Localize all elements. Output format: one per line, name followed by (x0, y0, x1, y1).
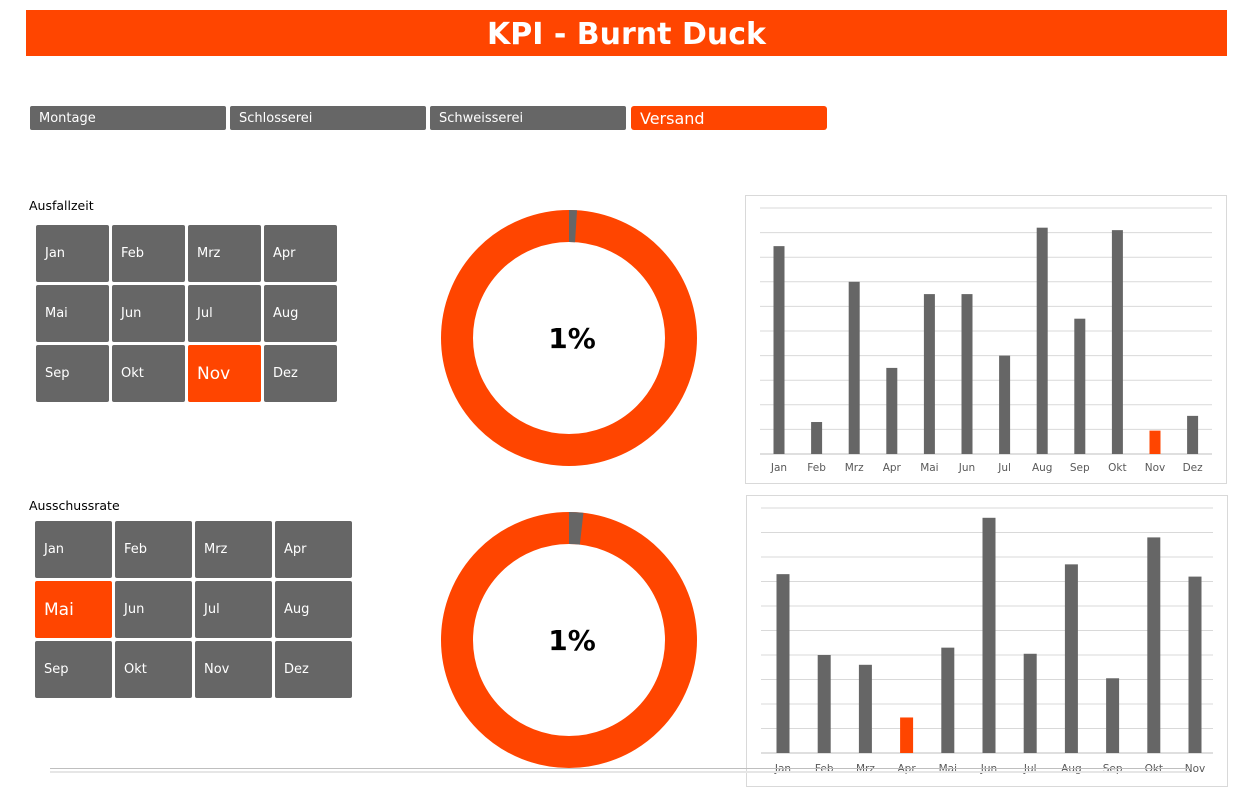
month-tile-mai[interactable]: Mai (36, 285, 109, 342)
sheet-scroll-edge (50, 771, 1190, 773)
x-tick-label-jun: Jun (958, 462, 975, 474)
bar-chart-panel-ausschussrate: Jan Feb Mrz Apr Mai Jun Jul Aug Sep Okt Nov (746, 495, 1228, 787)
month-tile-sep[interactable]: Sep (36, 345, 109, 402)
bar-apr[interactable] (900, 717, 914, 753)
month-tile-apr[interactable]: Apr (275, 521, 352, 578)
sheet-divider (50, 768, 1190, 769)
month-tile-aug[interactable]: Aug (275, 581, 352, 638)
x-tick-label-okt: Okt (1108, 462, 1126, 474)
month-tile-nov[interactable]: Nov (195, 641, 272, 698)
x-tick-label-mai: Mai (939, 763, 957, 775)
donut-value-segment (569, 512, 584, 545)
month-tile-okt[interactable]: Okt (115, 641, 192, 698)
bar-aug[interactable] (1036, 227, 1048, 454)
x-tick-label-feb: Feb (807, 462, 826, 474)
month-tile-feb[interactable]: Feb (115, 521, 192, 578)
bar-mrz[interactable] (848, 281, 860, 454)
bar-chart-ausfallzeit: Jan Feb Mrz Apr Mai Jun Jul Aug Sep Okt Nov Dez (760, 207, 1212, 474)
donut-chart-ausfallzeit: 1% (441, 210, 697, 466)
month-tile-jun[interactable]: Jun (115, 581, 192, 638)
bar-chart-ausschussrate: Jan Feb Mrz Apr Mai Jun Jul Aug Sep Okt Nov (761, 507, 1213, 775)
section-label-ausfallzeit: Ausfallzeit (29, 198, 94, 213)
x-tick-label-jun: Jun (980, 763, 997, 775)
bar-nov[interactable] (1149, 430, 1161, 454)
x-tick-label-nov: Nov (1185, 763, 1206, 775)
bar-jan[interactable] (773, 246, 785, 454)
donut-chart-ausschussrate: 1% (441, 512, 697, 768)
month-tile-jan[interactable]: Jan (36, 225, 109, 282)
x-tick-label-feb: Feb (815, 763, 834, 775)
bar-mrz[interactable] (858, 664, 872, 753)
x-tick-label-dez: Dez (1183, 462, 1204, 474)
slicer-item-montage[interactable]: Montage (30, 106, 226, 130)
month-tile-okt[interactable]: Okt (112, 345, 185, 402)
bar-sep[interactable] (1106, 678, 1120, 753)
donut-value-label: 1% (548, 322, 596, 355)
x-tick-label-aug: Aug (1061, 763, 1082, 775)
bar-mai[interactable] (923, 294, 935, 454)
month-tile-dez[interactable]: Dez (264, 345, 337, 402)
month-tile-mai[interactable]: Mai (35, 581, 112, 638)
donut-value-segment (569, 210, 578, 243)
bar-sep[interactable] (1074, 318, 1086, 454)
slicer-item-schweisserei[interactable]: Schweisserei (430, 106, 626, 130)
x-tick-label-sep: Sep (1103, 763, 1123, 775)
x-tick-label-sep: Sep (1070, 462, 1090, 474)
x-tick-label-jul: Jul (997, 462, 1011, 474)
month-tile-jun[interactable]: Jun (112, 285, 185, 342)
bar-jun[interactable] (961, 294, 973, 454)
bar-jan[interactable] (776, 574, 790, 753)
bar-jul[interactable] (999, 355, 1011, 454)
month-tile-mrz[interactable]: Mrz (195, 521, 272, 578)
x-tick-label-mrz: Mrz (845, 462, 864, 474)
bar-okt[interactable] (1147, 537, 1161, 753)
bar-feb[interactable] (811, 422, 823, 454)
section-label-ausschussrate: Ausschussrate (29, 498, 120, 513)
month-tile-feb[interactable]: Feb (112, 225, 185, 282)
x-tick-label-apr: Apr (883, 462, 902, 474)
month-tile-dez[interactable]: Dez (275, 641, 352, 698)
bar-aug[interactable] (1064, 564, 1078, 753)
x-tick-label-aug: Aug (1032, 462, 1053, 474)
x-tick-label-jan: Jan (770, 462, 787, 474)
bar-okt[interactable] (1111, 230, 1123, 454)
dashboard-title: KPI - Burnt Duck (26, 10, 1227, 56)
bar-mai[interactable] (941, 647, 955, 753)
slicer-item-schlosserei[interactable]: Schlosserei (230, 106, 426, 130)
x-tick-label-apr: Apr (898, 763, 917, 775)
month-tile-mrz[interactable]: Mrz (188, 225, 261, 282)
month-tile-apr[interactable]: Apr (264, 225, 337, 282)
bar-feb[interactable] (817, 655, 831, 753)
month-tile-jul[interactable]: Jul (188, 285, 261, 342)
month-tile-jul[interactable]: Jul (195, 581, 272, 638)
month-tile-jan[interactable]: Jan (35, 521, 112, 578)
bar-jul[interactable] (1023, 653, 1037, 753)
x-tick-label-jul: Jul (1023, 763, 1037, 775)
x-tick-label-okt: Okt (1145, 763, 1163, 775)
x-tick-label-mrz: Mrz (856, 763, 875, 775)
month-tile-nov[interactable]: Nov (188, 345, 261, 402)
month-tile-aug[interactable]: Aug (264, 285, 337, 342)
bar-nov[interactable] (1188, 576, 1202, 753)
x-tick-label-nov: Nov (1145, 462, 1166, 474)
bar-dez[interactable] (1187, 415, 1199, 454)
x-tick-label-jan: Jan (774, 763, 791, 775)
x-tick-label-mai: Mai (920, 462, 938, 474)
month-tile-sep[interactable]: Sep (35, 641, 112, 698)
bar-chart-panel-ausfallzeit: Jan Feb Mrz Apr Mai Jun Jul Aug Sep Okt Nov Dez (745, 195, 1227, 484)
bar-apr[interactable] (886, 367, 898, 454)
bar-jun[interactable] (982, 517, 996, 753)
slicer-item-versand[interactable]: Versand (631, 106, 827, 130)
donut-value-label: 1% (548, 624, 596, 657)
